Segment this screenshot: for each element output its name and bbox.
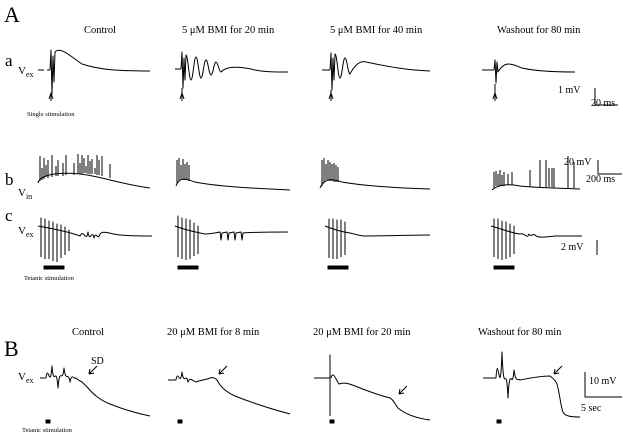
scale-amplitude-b-panel: 10 mV	[589, 376, 617, 387]
panel-label-a: A	[4, 2, 20, 27]
trace-b-control-sd	[40, 365, 151, 424]
column-header-b-control: Control	[72, 327, 105, 338]
trace-b-bmi-20min	[314, 354, 431, 424]
scale-time-b-panel: 5 sec	[581, 403, 602, 414]
scale-time-b: 200 ms	[586, 174, 616, 185]
trace-b-control	[37, 154, 151, 189]
trace-b-bmi-40min	[319, 158, 431, 190]
trace-b-washout	[491, 156, 581, 191]
scale-bar-b	[597, 160, 622, 175]
column-header-b-washout: Washout for 80 min	[478, 327, 562, 338]
trace-a-bmi-40min	[322, 52, 431, 101]
trace-a-bmi-20min	[175, 51, 289, 101]
tetanic-stimulation-note-b: Tetanic stimulation	[22, 427, 72, 434]
sd-annotation: SD	[91, 356, 104, 367]
single-stimulation-note: Single stimulation	[27, 111, 75, 118]
column-header-bmi-20min: 5 μM BMI for 20 min	[182, 25, 275, 36]
scale-amplitude-a: 1 mV	[558, 85, 581, 96]
signal-label-vex-b: Vex	[18, 371, 34, 386]
row-label-b: b	[5, 170, 14, 189]
scale-amplitude-b: 20 mV	[564, 157, 592, 168]
signal-label-vex-c: Vex	[18, 225, 34, 240]
tetanic-stimulation-note-a: Tetanic stimulation	[24, 275, 74, 282]
signal-label-vex-a: Vex	[18, 65, 34, 80]
trace-a-control	[38, 49, 151, 101]
panel-label-b: B	[4, 336, 19, 361]
trace-c-control	[37, 217, 153, 270]
trace-a-washout	[482, 59, 576, 101]
row-label-a: a	[5, 51, 13, 70]
scale-amplitude-c: 2 mV	[561, 242, 584, 253]
column-header-b-bmi-20min: 20 μM BMI for 20 min	[313, 327, 411, 338]
scale-time-a: 20 ms	[591, 98, 616, 109]
trace-b-washout	[483, 351, 581, 424]
column-header-washout: Washout for 80 min	[497, 25, 581, 36]
column-header-b-bmi-8min: 20 μM BMI for 8 min	[167, 327, 260, 338]
scale-bar-a	[594, 88, 618, 106]
column-header-control: Control	[84, 25, 117, 36]
trace-b-bmi-20min	[175, 158, 291, 191]
row-label-c: c	[5, 206, 13, 225]
trace-c-bmi-40min	[324, 218, 431, 270]
trace-c-washout	[490, 218, 582, 270]
scale-bar-b-panel	[584, 372, 622, 398]
trace-b-bmi-8min	[168, 365, 291, 424]
trace-c-bmi-20min	[174, 215, 289, 270]
column-header-bmi-40min: 5 μM BMI for 40 min	[330, 25, 423, 36]
signal-label-vin: Vin	[18, 187, 33, 202]
